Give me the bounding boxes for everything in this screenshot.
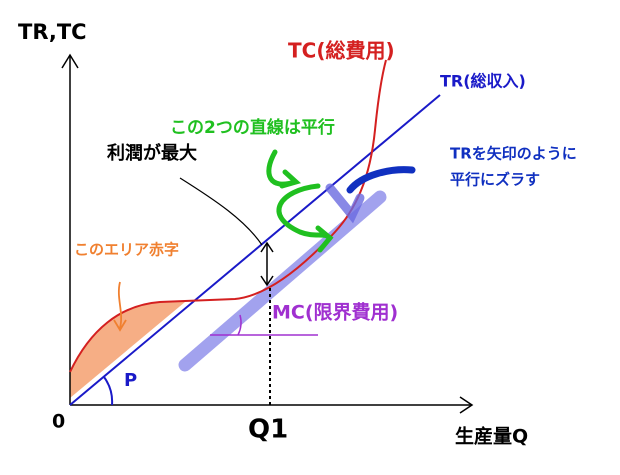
profit-pointer [179,177,263,246]
profit-note: 利潤が最大 [107,142,197,164]
parallel-note: この2つの直線は平行 [170,117,335,138]
green-arrow-1 [266,149,302,189]
p-label: P [124,370,137,391]
x-arrow [459,396,474,414]
loss-note: このエリア赤字 [74,241,179,259]
y-label: TR,TC [18,20,87,44]
mc-arc [237,314,242,336]
y-arrow [61,53,79,69]
shifted-tr [178,190,387,372]
shift-arrow [346,166,416,194]
x-label: 生産量Q [455,425,528,448]
shift-note-1: TRを矢印のように [450,145,577,163]
profit-arrowheads [260,241,274,287]
tc-label: TC(総費用) [288,39,395,63]
shift-arrowhead [325,183,365,224]
shift-note-2: 平行にズラす [450,171,540,189]
origin: 0 [52,411,65,433]
tr-label: TR(総収入) [440,72,526,91]
p-arc [103,376,114,406]
green-arrow-2 [276,183,334,253]
loss-area [70,302,185,398]
q1-label: Q1 [248,415,288,445]
tr-line [69,94,441,406]
mc-label: MC(限界費用) [272,301,398,324]
loss-pointer [113,281,127,332]
